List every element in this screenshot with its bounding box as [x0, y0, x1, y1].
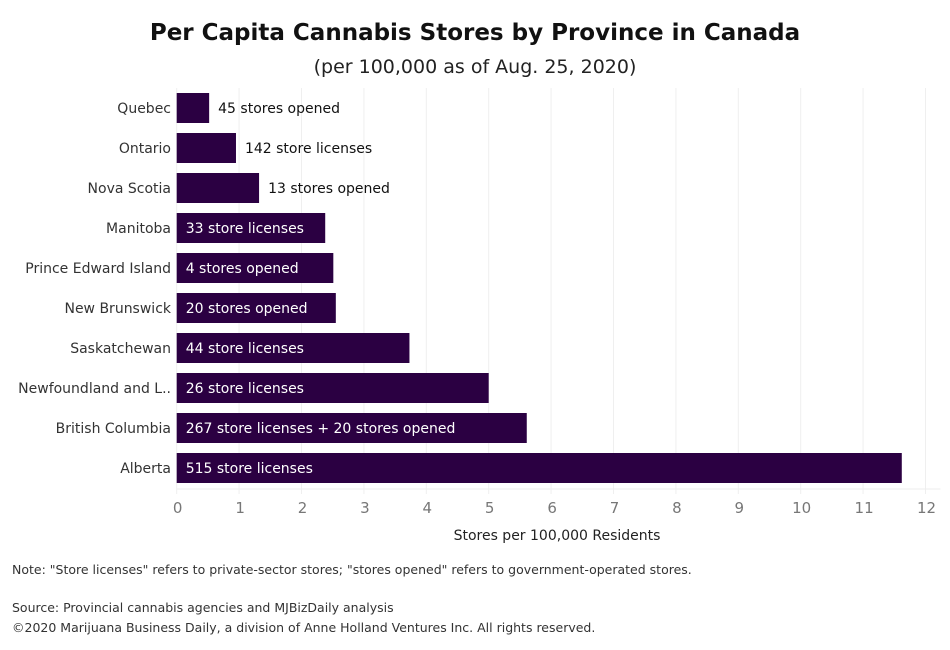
data-label: 20 stores opened [186, 301, 308, 317]
category-label: Manitoba [106, 221, 171, 237]
data-label: 33 store licenses [186, 221, 304, 237]
category-label: New Brunswick [64, 301, 171, 317]
data-label: 26 store licenses [186, 381, 304, 397]
bar [176, 253, 334, 283]
chart-source: Source: Provincial cannabis agencies and… [12, 600, 394, 615]
data-label: 44 store licenses [186, 341, 304, 357]
bar [176, 93, 210, 123]
data-label: 13 stores opened [268, 181, 390, 197]
x-tick-label: 2 [298, 499, 308, 517]
category-label: Saskatchewan [70, 341, 171, 357]
chart-copyright: ©2020 Marijuana Business Daily, a divisi… [12, 620, 596, 635]
category-label: British Columbia [56, 421, 171, 437]
x-tick-label: 1 [235, 499, 245, 517]
x-tick-label: 10 [792, 499, 811, 517]
x-tick-label: 0 [173, 499, 183, 517]
chart-title: Per Capita Cannabis Stores by Province i… [149, 20, 801, 46]
data-label: 4 stores opened [186, 261, 299, 277]
x-axis-title: Stores per 100,000 Residents [454, 528, 661, 544]
x-tick-label: 4 [423, 499, 433, 517]
data-label: 267 store licenses + 20 stores opened [186, 421, 456, 437]
x-tick-label: 8 [672, 499, 682, 517]
x-tick-label: 12 [917, 499, 936, 517]
category-label: Quebec [117, 101, 171, 117]
bar [176, 333, 410, 363]
chart-subtitle: (per 100,000 as of Aug. 25, 2020) [313, 56, 637, 78]
chart-note: Note: "Store licenses" refers to private… [12, 562, 692, 577]
bar [176, 173, 260, 203]
category-label: Prince Edward Island [25, 261, 171, 277]
x-tick-label: 5 [485, 499, 495, 517]
bar [176, 133, 236, 163]
x-tick-label: 7 [610, 499, 620, 517]
category-label: Newfoundland and L.. [18, 381, 171, 397]
category-label: Alberta [120, 461, 171, 477]
category-label: Nova Scotia [88, 181, 171, 197]
category-label: Ontario [119, 141, 171, 157]
data-label: 45 stores opened [218, 101, 340, 117]
bar [176, 453, 902, 483]
data-label: 142 store licenses [245, 141, 372, 157]
x-tick-label: 3 [360, 499, 370, 517]
bar [176, 293, 336, 323]
x-tick-label: 11 [855, 499, 874, 517]
bar [176, 213, 326, 243]
bar [176, 373, 489, 403]
x-tick-label: 6 [547, 499, 557, 517]
data-label: 515 store licenses [186, 461, 313, 477]
bar [176, 413, 527, 443]
x-tick-label: 9 [735, 499, 745, 517]
